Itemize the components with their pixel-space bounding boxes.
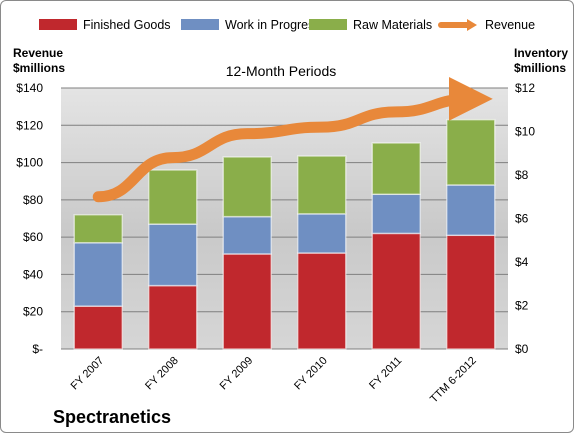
legend-label: Work in Progress [225, 18, 321, 32]
right-tick-label: $12 [515, 81, 535, 95]
revenue-line [92, 76, 493, 203]
x-tick-label: FY 2010 [292, 355, 330, 393]
right-axis-title-line2: $millions [514, 61, 566, 75]
x-tick-label: FY 2011 [367, 355, 404, 392]
x-tick-label: FY 2007 [69, 355, 107, 393]
right-tick-label: $0 [515, 342, 529, 356]
x-axis-labels: FY 2007 FY 2008 FY 2009 FY 2010 FY 2011 TTM 6… [69, 355, 479, 406]
bar-segment-work-in-progress [222, 215, 272, 255]
bars-group [73, 118, 496, 350]
x-tick-label: FY 2008 [143, 355, 181, 393]
left-tick-label: $40 [23, 267, 43, 281]
legend: Finished Goods Work in Progress Raw Materi… [39, 18, 535, 32]
right-tick-label: $10 [515, 125, 535, 139]
left-axis-title-line1: Revenue [13, 46, 63, 60]
bar-segment-finished-goods [148, 284, 198, 350]
bar-segment-work-in-progress [371, 193, 421, 235]
x-tick-label: FY 2009 [218, 355, 256, 393]
x-tick-label: TTM 6-2012 [428, 355, 479, 406]
left-tick-label: $100 [16, 156, 43, 170]
right-tick-label: $4 [515, 255, 529, 269]
right-tick-label: $6 [515, 212, 529, 226]
bar-segment-raw-materials [371, 142, 421, 196]
bar-segment-finished-goods [446, 234, 496, 350]
right-tick-label: $2 [515, 299, 529, 313]
legend-swatch-work-in-progress [181, 19, 219, 30]
bar-segment-raw-materials [222, 156, 272, 218]
bar-segment-finished-goods [297, 252, 347, 350]
legend-label: Revenue [485, 18, 535, 32]
left-tick-label: $60 [23, 230, 43, 244]
left-tick-label: $20 [23, 305, 43, 319]
left-tick-label: $- [32, 342, 43, 356]
legend-label: Finished Goods [83, 18, 171, 32]
legend-label: Raw Materials [353, 18, 432, 32]
bar-segment-raw-materials [297, 155, 347, 215]
revenue-line-group [92, 76, 493, 203]
right-axis-ticks: $0 $2 $4 $6 $8 $10 $12 [515, 81, 535, 356]
bar-segment-raw-materials [73, 214, 123, 244]
left-tick-label: $140 [16, 81, 43, 95]
left-tick-label: $120 [16, 118, 43, 132]
left-tick-label: $80 [23, 193, 43, 207]
bar-segment-raw-materials [148, 169, 198, 225]
legend-arrow-icon [467, 19, 477, 31]
right-axis-title-line1: Inventory [514, 46, 568, 60]
left-axis-title-line2: $millions [13, 61, 65, 75]
legend-swatch-raw-materials [309, 19, 347, 30]
bar-segment-work-in-progress [297, 213, 347, 254]
bar-segment-raw-materials [446, 118, 496, 186]
bar-segment-work-in-progress [148, 223, 198, 287]
left-axis-ticks: $- $20 $40 $60 $80 $100 $120 $140 [16, 81, 43, 356]
bar-segment-work-in-progress [73, 241, 123, 307]
chart-title: 12-Month Periods [226, 63, 337, 79]
legend-swatch-finished-goods [39, 19, 77, 30]
bar-segment-work-in-progress [446, 184, 496, 237]
right-tick-label: $8 [515, 168, 529, 182]
bar-segment-finished-goods [371, 232, 421, 350]
company-name: Spectranetics [53, 407, 171, 427]
bar-segment-finished-goods [222, 253, 272, 350]
bar-segment-finished-goods [73, 305, 123, 350]
